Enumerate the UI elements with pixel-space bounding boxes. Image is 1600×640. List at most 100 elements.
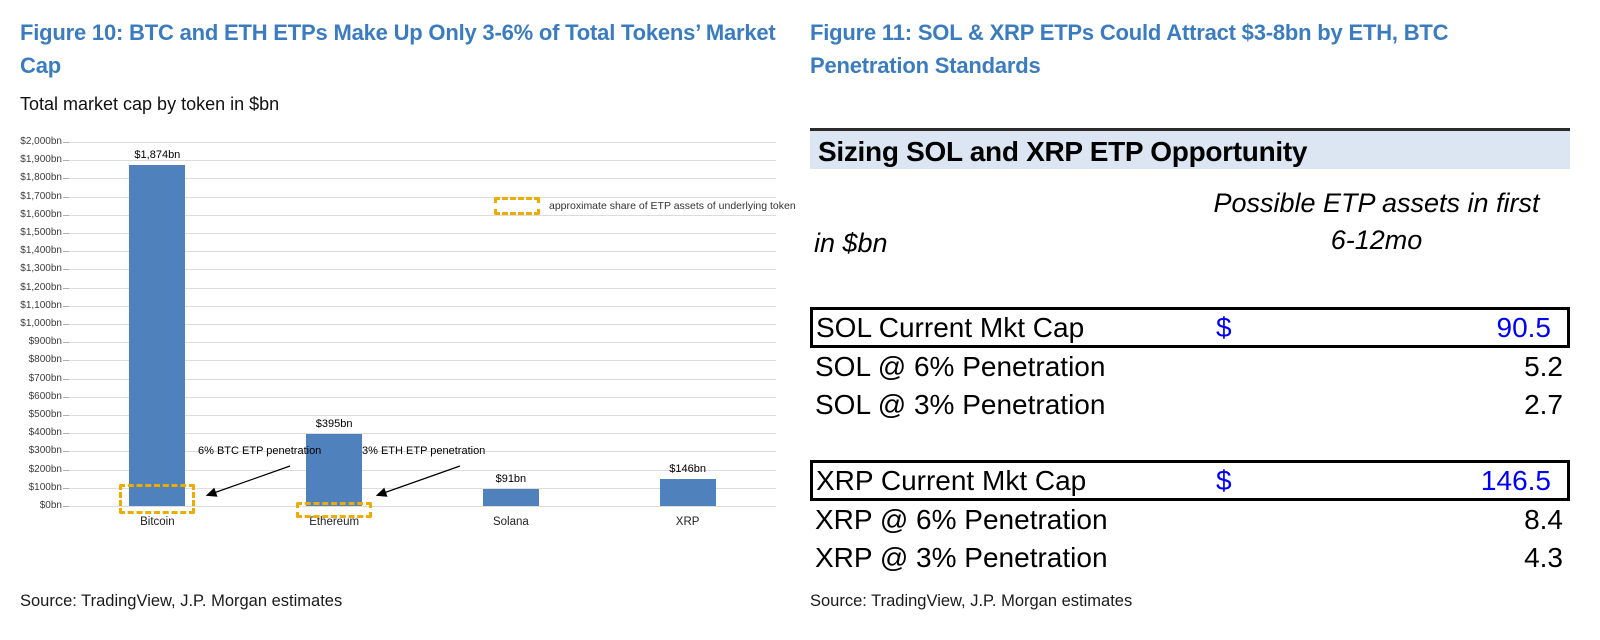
row-value: 2.7 — [1524, 389, 1563, 420]
gridline — [69, 214, 776, 216]
annotation-label: 6% BTC ETP penetration — [198, 445, 322, 457]
gridline — [69, 360, 776, 362]
sizing-table: Sizing SOL and XRP ETP Opportunity in $b… — [810, 128, 1570, 577]
y-axis-tick-label: $1,200bn — [20, 281, 62, 293]
table-row: SOL @ 6% Penetration 5.2 — [810, 348, 1570, 386]
row-label: XRP @ 6% Penetration — [815, 504, 1108, 535]
y-axis-tick-label: $1,400bn — [20, 245, 62, 257]
axis-tick — [63, 360, 69, 362]
bar-value-label: $146bn — [669, 463, 706, 476]
gridline — [69, 396, 776, 398]
bar-value-label: $395bn — [315, 418, 353, 431]
market-cap-bar-chart: $0bn $100bn $200bn $300bn $400bn $500bn $600bn… — [14, 128, 796, 540]
axis-tick — [63, 415, 69, 416]
axis-tick — [63, 287, 69, 289]
y-axis-tick-label: $0bn — [39, 500, 62, 511]
bar-bitcoin — [129, 164, 186, 506]
x-axis-category-label: Ethereum — [309, 516, 360, 528]
y-axis-tick-label: $1,600bn — [20, 208, 62, 220]
value-column-header: Possible ETP assets in first 6-12mo — [1213, 188, 1540, 255]
chart-legend: approximate share of ETP assets of under… — [494, 197, 796, 215]
axis-tick — [63, 469, 69, 471]
table-header-row: in $bn Possible ETP assets in first 6-12… — [810, 169, 1570, 263]
x-axis-category-label: XRP — [675, 516, 700, 528]
etp-share-overlay-bitcoin — [119, 483, 196, 514]
figure10-title: Figure 10: BTC and ETH ETPs Make Up Only… — [20, 20, 776, 78]
y-axis-tick-label: $1,300bn — [20, 263, 62, 275]
gridline — [69, 415, 776, 416]
row-value: 146.5 — [1480, 464, 1551, 496]
x-axis-category-label: Bitcoin — [140, 516, 175, 528]
y-axis-tick-label: $300bn — [28, 445, 62, 457]
gridline — [69, 433, 776, 435]
axis-tick — [63, 451, 69, 453]
axis-tick — [63, 233, 69, 234]
y-axis-tick-label: $1,700bn — [20, 190, 62, 202]
table-rows: SOL Current Mkt Cap $90.5 SOL @ 6% Penetra… — [810, 307, 1570, 577]
chart-subtitle: Total market cap by token in $bn — [20, 94, 280, 114]
annotation-label: 3% ETH ETP penetration — [362, 445, 486, 457]
figure11-source: Source: TradingView, J.P. Morgan estimat… — [810, 592, 1133, 610]
axis-tick — [63, 378, 69, 380]
y-axis-tick-label: $700bn — [28, 372, 62, 384]
axis-tick — [63, 433, 69, 435]
table-row: SOL Current Mkt Cap $90.5 — [810, 307, 1570, 348]
row-label: XRP Current Mkt Cap — [816, 464, 1087, 496]
axis-tick — [63, 142, 69, 143]
row-label: XRP @ 3% Penetration — [815, 542, 1108, 573]
axis-tick — [63, 305, 69, 307]
row-value: 90.5 — [1496, 311, 1552, 343]
axis-tick — [63, 196, 69, 198]
gridline — [69, 178, 776, 180]
axis-tick — [63, 324, 69, 325]
y-axis-tick-label: $1,000bn — [20, 318, 62, 329]
table-row: XRP Current Mkt Cap $146.5 — [810, 460, 1570, 501]
row-label: SOL @ 6% Penetration — [815, 351, 1106, 382]
y-axis-tick-label: $1,800bn — [20, 172, 62, 184]
y-axis-tick-label: $100bn — [28, 481, 62, 493]
axis-tick — [63, 396, 69, 398]
row-label: SOL @ 3% Penetration — [815, 389, 1106, 420]
etp-share-legend-swatch-icon — [494, 197, 540, 215]
unit-label: in $bn — [814, 228, 888, 258]
axis-tick — [63, 506, 69, 507]
y-axis-tick-label: $200bn — [28, 463, 62, 475]
row-label: SOL Current Mkt Cap — [816, 311, 1085, 343]
y-axis-tick-label: $800bn — [28, 354, 62, 366]
etp-share-overlay-ethereum — [296, 501, 373, 518]
y-axis-tick-label: $1,900bn — [20, 154, 62, 166]
y-axis-tick-label: $1,100bn — [20, 299, 62, 311]
bar-ethereum — [306, 434, 363, 506]
currency-symbol: $ — [1216, 464, 1232, 496]
gridline — [69, 451, 776, 453]
axis-tick — [63, 160, 69, 162]
gridline — [69, 287, 776, 289]
gridline — [69, 378, 776, 380]
bar-solana — [482, 489, 539, 506]
row-value: 8.4 — [1524, 504, 1563, 535]
y-axis-tick-label: $500bn — [28, 409, 62, 420]
currency-symbol: $ — [1216, 311, 1232, 343]
gridline — [69, 196, 776, 198]
axis-tick — [63, 251, 69, 253]
axis-tick — [63, 342, 69, 344]
table-spacer — [810, 424, 1570, 460]
gridline — [69, 506, 776, 507]
gridline — [69, 251, 776, 253]
gridline — [69, 305, 776, 307]
table-row: XRP @ 6% Penetration 8.4 — [810, 501, 1570, 539]
y-axis-tick-label: $400bn — [28, 427, 62, 439]
row-value: 5.2 — [1524, 351, 1563, 382]
y-axis-tick-label: $1,500bn — [20, 227, 62, 238]
figure-11-panel: Figure 11: SOL & XRP ETPs Could Attract … — [810, 16, 1570, 626]
table-row: XRP @ 3% Penetration 4.3 — [810, 539, 1570, 577]
figure11-title: Figure 11: SOL & XRP ETPs Could Attract … — [810, 20, 1449, 78]
axis-tick — [63, 487, 69, 489]
gridline — [69, 269, 776, 271]
y-axis-tick-label: $900bn — [28, 336, 62, 348]
row-value: 4.3 — [1524, 542, 1563, 573]
y-axis-tick-label: $2,000bn — [20, 136, 62, 147]
axis-tick — [63, 178, 69, 180]
table-row: SOL @ 3% Penetration 2.7 — [810, 386, 1570, 424]
y-axis-tick-label: $600bn — [28, 390, 62, 402]
